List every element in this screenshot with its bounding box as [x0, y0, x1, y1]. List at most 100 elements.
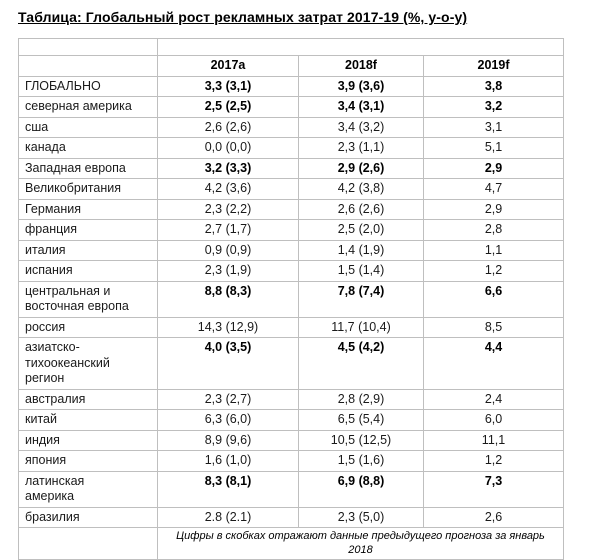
value-cell: 3,8: [422, 75, 565, 97]
table-row: центральная и восточная европа 8,8 (8,3) 7…: [18, 280, 565, 318]
value-cell: 6,3 (6,0): [157, 409, 299, 431]
value-cell: 3,2 (3,3): [157, 157, 299, 179]
value-cell: 1,5 (1,4): [298, 260, 424, 282]
table-row: Германия 2,3 (2,2) 2,6 (2,6) 2,9: [18, 198, 565, 220]
row-label: бразилия: [18, 506, 158, 528]
value-cell: 3,4 (3,1): [298, 96, 424, 118]
table-row: япония 1,6 (1,0) 1,5 (1,6) 1,2: [18, 450, 565, 472]
value-cell: 4,2 (3,8): [298, 178, 424, 200]
value-cell: 2,3 (5,0): [298, 506, 424, 528]
table-row: индия 8,9 (9,6) 10,5 (12,5) 11,1: [18, 429, 565, 451]
value-cell: 2,4: [422, 388, 565, 410]
value-cell: 2,3 (2,7): [157, 388, 299, 410]
value-cell: 0,9 (0,9): [157, 239, 299, 261]
col-header-2018f: 2018f: [298, 55, 424, 77]
row-label: россия: [18, 316, 158, 338]
row-label: япония: [18, 450, 158, 472]
value-cell: 2,5 (2,5): [157, 96, 299, 118]
col-header-2019f: 2019f: [422, 55, 565, 77]
value-cell: 0,0 (0,0): [157, 137, 299, 159]
table-row: австралия 2,3 (2,7) 2,8 (2,9) 2,4: [18, 388, 565, 410]
table-row: Западная европа 3,2 (3,3) 2,9 (2,6) 2,9: [18, 157, 565, 179]
value-cell: 3,4 (3,2): [298, 116, 424, 138]
value-cell: 4,7: [422, 178, 565, 200]
footnote-text: Цифры в скобках отражают данные предыдущ…: [156, 526, 565, 560]
value-cell: 2,9 (2,6): [298, 157, 424, 179]
table-row: испания 2,3 (1,9) 1,5 (1,4) 1,2: [18, 260, 565, 282]
table-row: канада 0,0 (0,0) 2,3 (1,1) 5,1: [18, 137, 565, 159]
value-cell: 7,8 (7,4): [298, 280, 424, 318]
value-cell: 2,6 (2,6): [157, 116, 299, 138]
value-cell: 6,9 (8,8): [298, 470, 424, 508]
value-cell: 2,3 (2,2): [157, 198, 299, 220]
value-cell: 8,5: [422, 316, 565, 338]
table-row: Великобритания 4,2 (3,6) 4,2 (3,8) 4,7: [18, 178, 565, 200]
value-cell: 4,5 (4,2): [298, 337, 424, 390]
row-label: Западная европа: [18, 157, 158, 179]
value-cell: 2,7 (1,7): [157, 219, 299, 241]
table-row: россия 14,3 (12,9) 11,7 (10,4) 8,5: [18, 316, 565, 338]
value-cell: 4,2 (3,6): [157, 178, 299, 200]
table-row: бразилия 2.8 (2.1) 2,3 (5,0) 2,6: [18, 506, 565, 528]
value-cell: 4,0 (3,5): [157, 337, 299, 390]
page-title: Таблица: Глобальный рост рекламных затра…: [18, 9, 468, 25]
value-cell: 11,1: [422, 429, 565, 451]
table-row: италия 0,9 (0,9) 1,4 (1,9) 1,1: [18, 239, 565, 261]
header-row: 2017a 2018f 2019f: [18, 55, 565, 77]
value-cell: 6,5 (5,4): [298, 409, 424, 431]
col-header-2017a: 2017a: [157, 55, 299, 77]
row-label: италия: [18, 239, 158, 261]
value-cell: 2,3 (1,1): [298, 137, 424, 159]
value-cell: 5,1: [422, 137, 565, 159]
value-cell: 2,3 (1,9): [157, 260, 299, 282]
value-cell: 10,5 (12,5): [298, 429, 424, 451]
row-label: франция: [18, 219, 158, 241]
value-cell: 6,0: [422, 409, 565, 431]
value-cell: 1,4 (1,9): [298, 239, 424, 261]
footnote-row: Цифры в скобках отражают данные предыдущ…: [18, 526, 565, 560]
row-label: азиатско- тихоокеанский регион: [18, 337, 158, 390]
value-cell: 2,8 (2,9): [298, 388, 424, 410]
value-cell: 2,6: [422, 506, 565, 528]
value-cell: 11,7 (10,4): [298, 316, 424, 338]
value-cell: 8,3 (8,1): [157, 470, 299, 508]
row-label: Великобритания: [18, 178, 158, 200]
value-cell: 2,8: [422, 219, 565, 241]
row-label: китай: [18, 409, 158, 431]
value-cell: 2,6 (2,6): [298, 198, 424, 220]
value-cell: 8,9 (9,6): [157, 429, 299, 451]
ad-spend-table: 2017a 2018f 2019f ГЛОБАЛЬНО 3,3 (3,1) 3,9 …: [18, 38, 565, 560]
value-cell: 3,2: [422, 96, 565, 118]
row-label: австралия: [18, 388, 158, 410]
value-cell: 1,2: [422, 450, 565, 472]
value-cell: 14,3 (12,9): [157, 316, 299, 338]
table-row: ГЛОБАЛЬНО 3,3 (3,1) 3,9 (3,6) 3,8: [18, 75, 565, 97]
table-row: китай 6,3 (6,0) 6,5 (5,4) 6,0: [18, 409, 565, 431]
row-label: канада: [18, 137, 158, 159]
value-cell: 2.8 (2.1): [157, 506, 299, 528]
value-cell: 1,6 (1,0): [157, 450, 299, 472]
row-label: северная америка: [18, 96, 158, 118]
value-cell: 3,1: [422, 116, 565, 138]
footnote-empty-cell: [18, 526, 158, 560]
table-row: сша 2,6 (2,6) 3,4 (3,2) 3,1: [18, 116, 565, 138]
value-cell: 2,9: [422, 157, 565, 179]
table-row: азиатско- тихоокеанский регион 4,0 (3,5) 4…: [18, 337, 565, 390]
value-cell: 1,2: [422, 260, 565, 282]
value-cell: 3,9 (3,6): [298, 75, 424, 97]
row-label: ГЛОБАЛЬНО: [18, 75, 158, 97]
table-body: ГЛОБАЛЬНО 3,3 (3,1) 3,9 (3,6) 3,8 северная а…: [18, 75, 565, 528]
value-cell: 7,3: [422, 470, 565, 508]
row-label: испания: [18, 260, 158, 282]
table-row: северная америка 2,5 (2,5) 3,4 (3,1) 3,2: [18, 96, 565, 118]
row-label: индия: [18, 429, 158, 451]
row-label: латинская америка: [18, 470, 158, 508]
value-cell: 2,5 (2,0): [298, 219, 424, 241]
value-cell: 1,1: [422, 239, 565, 261]
row-label: сша: [18, 116, 158, 138]
value-cell: 4,4: [422, 337, 565, 390]
value-cell: 1,5 (1,6): [298, 450, 424, 472]
table-row: франция 2,7 (1,7) 2,5 (2,0) 2,8: [18, 219, 565, 241]
spacer-merged-cell: [156, 38, 565, 56]
value-cell: 2,9: [422, 198, 565, 220]
